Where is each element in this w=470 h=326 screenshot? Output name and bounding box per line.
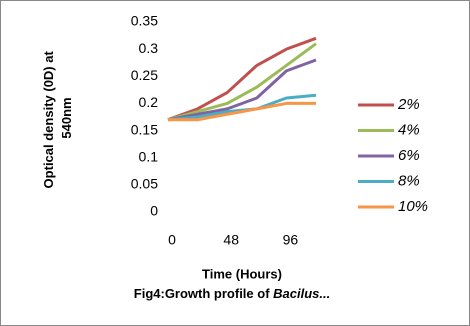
y-axis-label-line: 540nm <box>59 97 74 138</box>
legend-label: 2% <box>397 96 420 113</box>
y-tick-label: 0.05 <box>131 176 158 192</box>
x-tick-label: 96 <box>283 232 299 248</box>
y-tick-label: 0.1 <box>139 148 159 164</box>
y-tick-label: 0.15 <box>131 121 158 137</box>
y-axis-label: Optical density (0D) at 540nm <box>41 48 74 189</box>
legend-label: 10% <box>398 198 428 215</box>
x-tick-label: 48 <box>223 232 239 248</box>
legend-label: 4% <box>398 121 420 138</box>
x-tick-label: 0 <box>168 232 176 248</box>
y-tick-label: 0 <box>150 203 158 219</box>
y-tick-label: 0.25 <box>131 67 158 83</box>
y-tick-label: 0.35 <box>131 13 158 29</box>
data-line <box>167 36 317 122</box>
title-part: Fig4:Growth profile of <box>134 286 270 301</box>
y-tick-label: 0.3 <box>139 40 159 56</box>
chart-title: Fig4:Growth profile of Bacilus... <box>134 286 330 301</box>
data-line <box>167 42 317 122</box>
y-axis-label-line: Optical density (0D) at <box>41 51 56 189</box>
data-line <box>168 101 316 122</box>
legend-label: 8% <box>398 172 420 189</box>
legend-label: 6% <box>398 147 420 164</box>
y-tick-label: 0.2 <box>139 94 159 110</box>
data-line <box>167 58 317 122</box>
x-axis-label: Time (Hours) <box>202 266 282 281</box>
title-part: Bacilus... <box>273 286 330 301</box>
